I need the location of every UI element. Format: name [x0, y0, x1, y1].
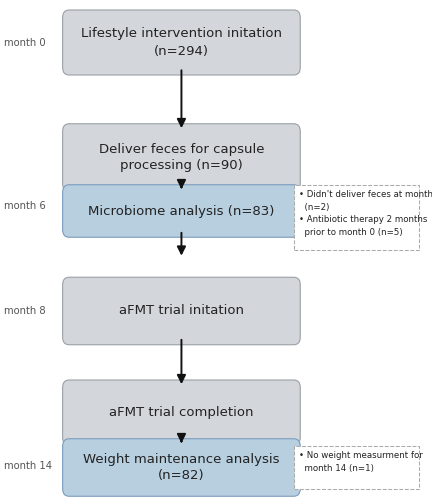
Text: Weight maintenance analysis
(n=82): Weight maintenance analysis (n=82): [83, 452, 280, 482]
Text: month 14: month 14: [4, 461, 52, 471]
FancyBboxPatch shape: [294, 446, 419, 489]
FancyBboxPatch shape: [63, 277, 300, 345]
Text: Microbiome analysis (n=83): Microbiome analysis (n=83): [88, 204, 275, 218]
Text: month 0: month 0: [4, 38, 46, 48]
FancyBboxPatch shape: [63, 10, 300, 75]
Text: • Didn't deliver feces at month 0
  (n=2)
• Antibiotic therapy 2 months
  prior : • Didn't deliver feces at month 0 (n=2) …: [299, 190, 432, 236]
Text: • No weight measurment for
  month 14 (n=1): • No weight measurment for month 14 (n=1…: [299, 451, 422, 473]
Text: Lifestyle intervention initation
(n=294): Lifestyle intervention initation (n=294): [81, 28, 282, 58]
FancyBboxPatch shape: [63, 380, 300, 445]
Text: aFMT trial completion: aFMT trial completion: [109, 406, 254, 419]
Text: month 6: month 6: [4, 201, 46, 211]
Text: month 8: month 8: [4, 306, 46, 316]
Text: Deliver feces for capsule
processing (n=90): Deliver feces for capsule processing (n=…: [98, 142, 264, 172]
FancyBboxPatch shape: [63, 184, 300, 238]
FancyBboxPatch shape: [63, 439, 300, 496]
FancyBboxPatch shape: [63, 124, 300, 191]
Text: aFMT trial initation: aFMT trial initation: [119, 304, 244, 318]
FancyBboxPatch shape: [294, 185, 419, 250]
